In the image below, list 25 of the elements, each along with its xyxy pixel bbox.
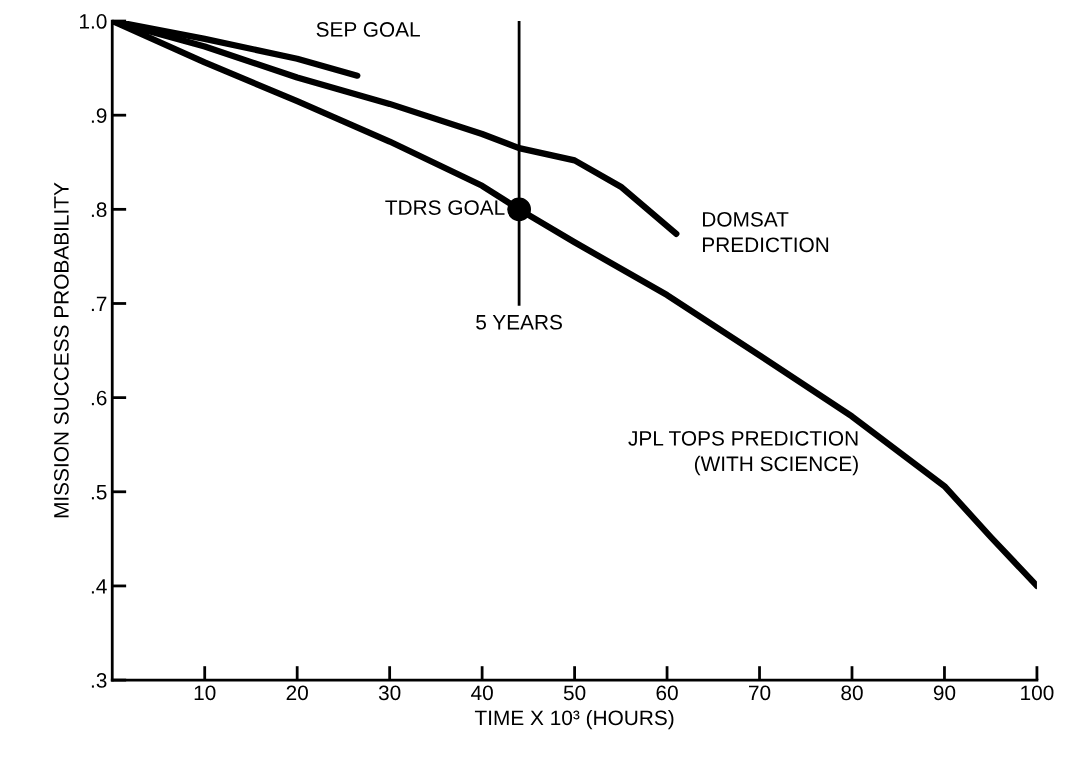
x-tick-label: 20 (286, 685, 308, 701)
x-tick-label: 80 (841, 685, 863, 701)
x-tick-label: 90 (933, 685, 956, 701)
x-tick-label: 50 (563, 685, 586, 701)
y-tick-label: .7 (91, 296, 107, 312)
x-tick-label: 60 (656, 685, 678, 701)
x-tick-label: 70 (749, 685, 771, 701)
y-tick-label: .5 (91, 485, 107, 500)
x-axis-title: TIME X 10³ (HOURS) (474, 709, 674, 730)
series-label: JPL TOPS PREDICTION (WITH SCIENCE) (628, 430, 858, 476)
y-axis-title: MISSION SUCCESS PROBABILITY (54, 182, 69, 518)
x-tick-label: 40 (471, 685, 493, 701)
y-tick-label: .3 (91, 673, 107, 688)
y-tick-label: 1.0 (80, 14, 107, 29)
ref-line-label: 5 YEARS (476, 314, 562, 330)
y-tick-label: .9 (91, 108, 107, 123)
series-label: DOMSAT PREDICTION (703, 211, 829, 253)
y-tick-label: .8 (91, 202, 107, 218)
series-label: SEP GOAL (316, 22, 420, 37)
series-label: TDRS GOAL (385, 200, 505, 215)
y-tick-label: .6 (91, 390, 107, 406)
x-tick-label: 100 (1021, 685, 1054, 701)
x-tick-label: 30 (378, 685, 401, 701)
x-tick-label: 10 (194, 685, 216, 701)
y-tick-label: .4 (91, 579, 107, 594)
